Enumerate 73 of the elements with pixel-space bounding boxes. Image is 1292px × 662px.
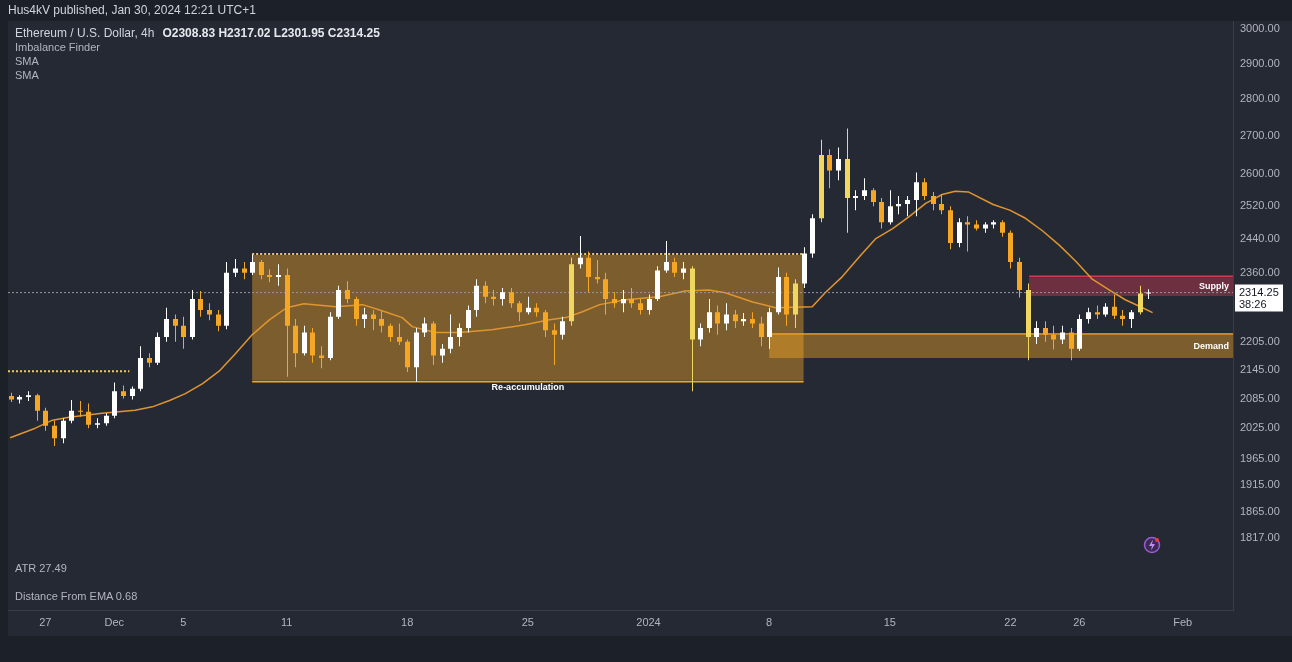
candlestick	[491, 290, 496, 306]
candlestick	[500, 287, 505, 306]
y-tick-label: 1915.00	[1240, 477, 1280, 490]
x-tick-label: Dec	[104, 615, 125, 628]
candlestick	[983, 222, 988, 233]
x-tick-label: 22	[1004, 615, 1017, 628]
candlestick	[1146, 289, 1151, 299]
candlestick	[664, 240, 669, 273]
y-tick-label: 2600.00	[1240, 167, 1280, 180]
series-label: Demand	[1193, 340, 1229, 351]
x-tick-label: 8	[766, 615, 773, 628]
candlestick	[379, 311, 384, 333]
y-tick-label: 1817.00	[1240, 531, 1280, 544]
candlestick	[276, 264, 281, 286]
candlestick	[397, 323, 402, 345]
y-tick-label: 2085.00	[1240, 391, 1280, 404]
y-tick-label: 1865.00	[1240, 504, 1280, 517]
candlestick	[26, 391, 31, 401]
candlestick	[95, 418, 100, 429]
candlestick	[905, 196, 910, 217]
candlestick	[1120, 309, 1125, 326]
x-tick-label: 27	[39, 615, 52, 628]
y-tick-label: 2520.00	[1240, 199, 1280, 212]
candlestick	[173, 314, 178, 342]
y-tick-label: 2205.00	[1240, 334, 1280, 347]
y-tick-label: 2025.00	[1240, 421, 1280, 434]
candlestick	[422, 317, 427, 338]
text: 38:26	[1239, 297, 1267, 310]
y-tick-label: 2360.00	[1240, 265, 1280, 278]
text: Ethereum / U.S. Dollar, 4h	[15, 26, 155, 41]
x-tick-label: Feb	[1173, 615, 1193, 628]
y-tick-label: 2145.00	[1240, 362, 1280, 375]
annotation: ATR 27.49	[15, 562, 67, 575]
y-tick-label: 2900.00	[1240, 56, 1280, 69]
candlestick	[371, 309, 376, 331]
x-tick-label: 11	[280, 615, 293, 628]
y-tick-label: 1965.00	[1240, 451, 1280, 464]
x-tick-label: 2024	[636, 615, 661, 628]
candlestick	[896, 196, 901, 215]
y-tick-label: 2800.00	[1240, 92, 1280, 105]
candlestick	[448, 314, 453, 354]
candlestick	[681, 262, 686, 280]
candlestick	[552, 323, 557, 365]
candlestick	[965, 216, 970, 252]
candlestick	[242, 262, 247, 280]
x-tick-label: 26	[1073, 615, 1086, 628]
y-tick-label: 2700.00	[1240, 129, 1280, 142]
annotation: SMA	[15, 55, 40, 68]
ref-line-label: 2314.25	[1239, 285, 1279, 298]
y-tick-label: 3000.00	[1240, 22, 1280, 35]
candlestick	[362, 307, 367, 328]
candlestick	[17, 395, 22, 404]
annotation: Distance From EMA 0.68	[15, 590, 138, 603]
candlestick	[991, 220, 996, 229]
y-tick-label: 2440.00	[1240, 231, 1280, 244]
candlestick	[853, 190, 858, 211]
candlestick	[595, 259, 600, 284]
candlestick	[1000, 220, 1005, 237]
series-label: Supply	[1198, 281, 1229, 292]
candlestick	[78, 400, 83, 417]
annotation: SMA	[15, 69, 40, 82]
x-tick-label: 15	[883, 615, 896, 628]
x-tick-label: 5	[180, 615, 187, 628]
x-tick-label: 18	[401, 615, 414, 628]
candlestick	[233, 259, 238, 278]
candlestick	[121, 385, 126, 399]
text: O2308.83 H2317.02 L2301.95 C2314.25	[162, 26, 381, 41]
annotation: Imbalance Finder	[15, 41, 101, 54]
candlestick	[9, 392, 14, 402]
series-label: Re-accumulation	[491, 382, 565, 393]
text: Hus4kV published, Jan 30, 2024 12:21 UTC+1	[8, 3, 257, 18]
candlestick	[974, 220, 979, 231]
x-tick-label: 25	[521, 615, 534, 628]
